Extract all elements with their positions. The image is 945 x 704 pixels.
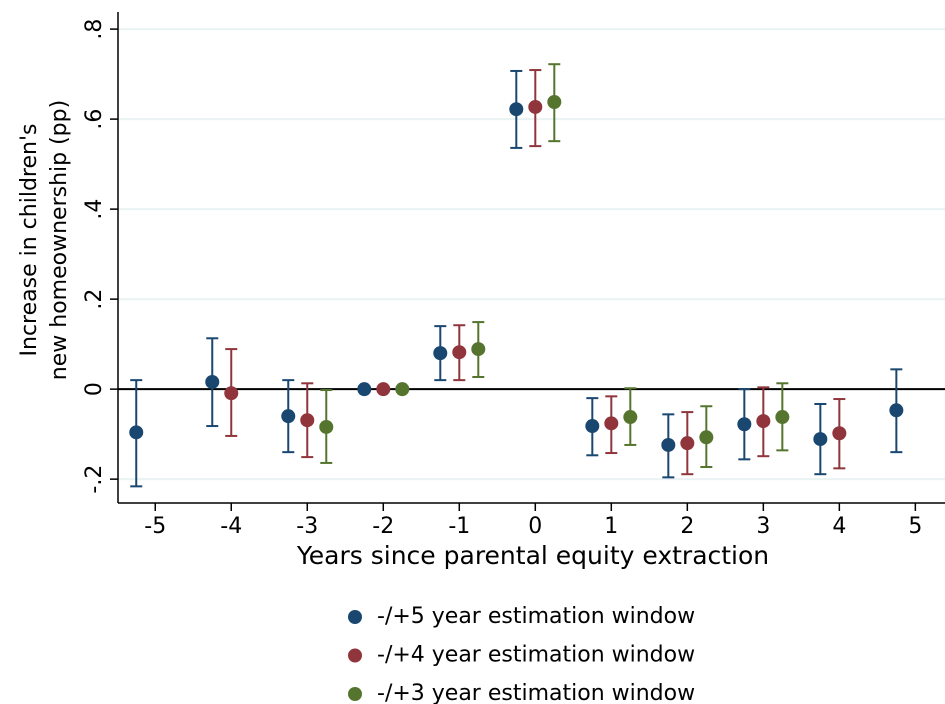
point [528,99,543,114]
legend-marker [348,648,362,663]
point [205,374,220,389]
x-tick-label: -2 [372,514,394,539]
y-tick-label: .8 [82,19,107,40]
y-axis-title: new homeownership (pp) [47,100,72,380]
point [471,342,486,357]
x-tick-label: 1 [604,514,618,539]
point [756,414,771,429]
point [357,382,372,397]
legend-label: -/+5 year estimation window [377,604,695,629]
point [509,102,524,117]
point [547,95,562,110]
point [680,436,695,451]
point [699,430,714,445]
legend-label: -/+4 year estimation window [377,643,695,668]
y-axis-title: Increase in children's [17,124,42,357]
point [832,426,847,441]
legend-marker [348,687,362,701]
x-tick-label: -1 [448,514,470,539]
point [395,382,410,397]
x-tick-label: 4 [832,514,846,539]
point [604,416,619,431]
point [661,437,676,452]
point [813,432,828,447]
point [319,419,334,434]
x-tick-label: 3 [756,514,770,539]
point [737,417,752,432]
point [376,382,391,397]
y-tick-label: .6 [82,109,107,130]
y-tick-label: .4 [82,199,107,220]
x-tick-label: -3 [296,514,318,539]
legend-marker [348,610,362,624]
point [300,413,315,428]
y-tick-label: 0 [82,382,107,396]
x-tick-label: 0 [528,514,542,539]
point [281,409,296,424]
x-tick-label: 2 [680,514,694,539]
x-axis-title: Years since parental equity extraction [296,541,769,570]
y-tick-label: .2 [82,289,107,310]
point [623,410,638,425]
point [452,345,467,360]
point [224,386,239,401]
x-tick-label: -5 [144,514,166,539]
y-tick-label: -.2 [82,465,107,494]
x-tick-label: 5 [908,514,922,539]
x-tick-label: -4 [220,514,242,539]
point [775,410,790,425]
point [433,346,448,361]
legend-label: -/+3 year estimation window [377,681,695,704]
point [889,403,904,418]
point [585,419,600,434]
point [129,425,144,440]
